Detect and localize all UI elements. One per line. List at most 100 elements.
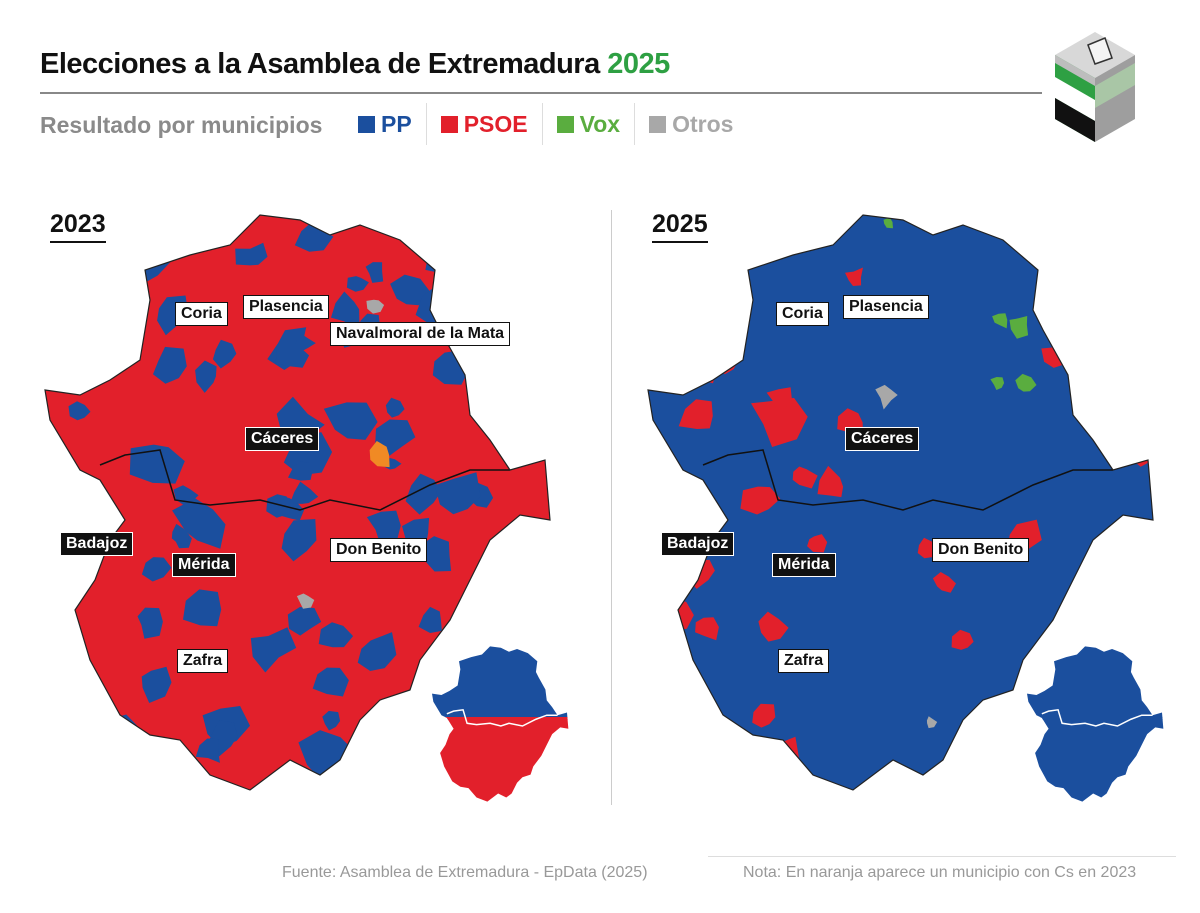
region-outline xyxy=(647,214,1154,791)
municipality xyxy=(357,632,397,671)
label-badajoz-2023: Badajoz xyxy=(60,532,134,556)
municipality xyxy=(235,242,268,266)
municipality xyxy=(753,736,800,785)
municipality-vox xyxy=(1009,316,1029,339)
municipality xyxy=(792,466,818,489)
inset-caceres xyxy=(1027,646,1164,720)
municipality-vox xyxy=(990,377,1005,390)
municipality xyxy=(287,607,322,636)
municipality xyxy=(673,730,727,777)
label-coria-2023: Coria xyxy=(175,302,228,326)
psoe-swatch xyxy=(440,115,458,133)
title-divider xyxy=(40,92,1042,94)
municipality-otros xyxy=(296,593,315,609)
municipality xyxy=(765,215,802,230)
legend: PP PSOE Vox Otros xyxy=(358,103,761,145)
municipality xyxy=(780,782,804,790)
municipality xyxy=(758,611,789,642)
municipality xyxy=(719,758,760,790)
municipality xyxy=(419,536,452,572)
municipality xyxy=(45,268,62,295)
municipality xyxy=(195,360,217,393)
municipality xyxy=(281,519,317,562)
municipality xyxy=(456,626,481,656)
municipality xyxy=(137,607,163,639)
municipality xyxy=(195,738,220,763)
municipality xyxy=(45,215,60,239)
municipality xyxy=(343,784,363,790)
municipality xyxy=(288,461,313,481)
label-zafra-2025: Zafra xyxy=(778,649,830,673)
municipality xyxy=(385,397,405,418)
inset-badajoz xyxy=(432,717,569,802)
municipality xyxy=(505,361,550,408)
municipality xyxy=(141,557,172,582)
municipality xyxy=(141,666,172,703)
municipality-cs xyxy=(369,441,390,468)
municipality xyxy=(91,266,129,302)
legend-item-vox: Vox xyxy=(556,103,636,145)
municipality xyxy=(766,387,792,414)
label-caceres-2025: Cáceres xyxy=(845,427,920,451)
municipality-vox xyxy=(1015,373,1037,392)
municipality xyxy=(695,617,719,641)
legend-item-pp: PP xyxy=(358,103,427,145)
municipality xyxy=(185,215,205,236)
province-border xyxy=(702,449,1113,511)
map-base xyxy=(648,215,1153,790)
municipality xyxy=(528,219,550,248)
municipality xyxy=(96,298,114,320)
municipality xyxy=(250,627,297,673)
municipality xyxy=(752,703,776,728)
municipality xyxy=(153,346,187,384)
vox-swatch xyxy=(556,115,574,133)
municipality xyxy=(365,262,384,283)
subtitle: Resultado por municipios xyxy=(40,112,323,138)
label-coria-2025: Coria xyxy=(776,302,829,326)
pp-swatch xyxy=(358,115,375,133)
label-badajoz-2025: Badajoz xyxy=(661,532,735,556)
municipality xyxy=(951,629,974,650)
municipality xyxy=(1133,422,1153,458)
municipality xyxy=(93,304,128,347)
note-text: Nota: En naranja aparece un municipio co… xyxy=(743,864,1137,881)
inset-border xyxy=(446,708,558,727)
otros-swatch xyxy=(649,115,667,133)
ballot-box-logo xyxy=(1055,32,1135,142)
inset-badajoz xyxy=(1027,717,1164,802)
municipality xyxy=(751,397,808,447)
municipality xyxy=(817,465,844,498)
label-caceres-2023: Cáceres xyxy=(245,427,320,451)
municipality xyxy=(932,572,956,593)
label-plasencia-2025: Plasencia xyxy=(843,295,929,319)
municipality xyxy=(418,606,442,633)
municipality xyxy=(845,267,863,286)
legend-item-otros: Otros xyxy=(649,103,747,145)
municipality xyxy=(171,523,190,545)
municipality xyxy=(129,444,185,484)
map-2023-title: 2023 xyxy=(50,210,106,243)
label-don-benito-2023: Don Benito xyxy=(330,538,428,562)
municipality-vox xyxy=(992,313,1008,329)
municipality xyxy=(318,622,354,648)
municipality xyxy=(434,472,481,515)
municipality xyxy=(366,510,401,544)
label-don-benito-2025: Don Benito xyxy=(932,538,1030,562)
municipality xyxy=(331,291,360,324)
municipality xyxy=(289,481,319,504)
municipality xyxy=(659,253,677,275)
municipality-otros xyxy=(875,384,898,410)
municipality xyxy=(295,334,316,351)
legend-item-psoe: PSOE xyxy=(440,103,543,145)
municipality xyxy=(172,498,226,549)
label-merida-2025: Mérida xyxy=(772,553,836,577)
inset-border xyxy=(1041,708,1153,727)
municipality xyxy=(1087,216,1115,241)
municipality xyxy=(45,466,57,483)
municipality xyxy=(69,769,104,790)
map-divider xyxy=(611,210,612,805)
municipality-vox xyxy=(883,218,893,229)
municipality xyxy=(390,274,432,306)
municipality xyxy=(678,399,713,429)
